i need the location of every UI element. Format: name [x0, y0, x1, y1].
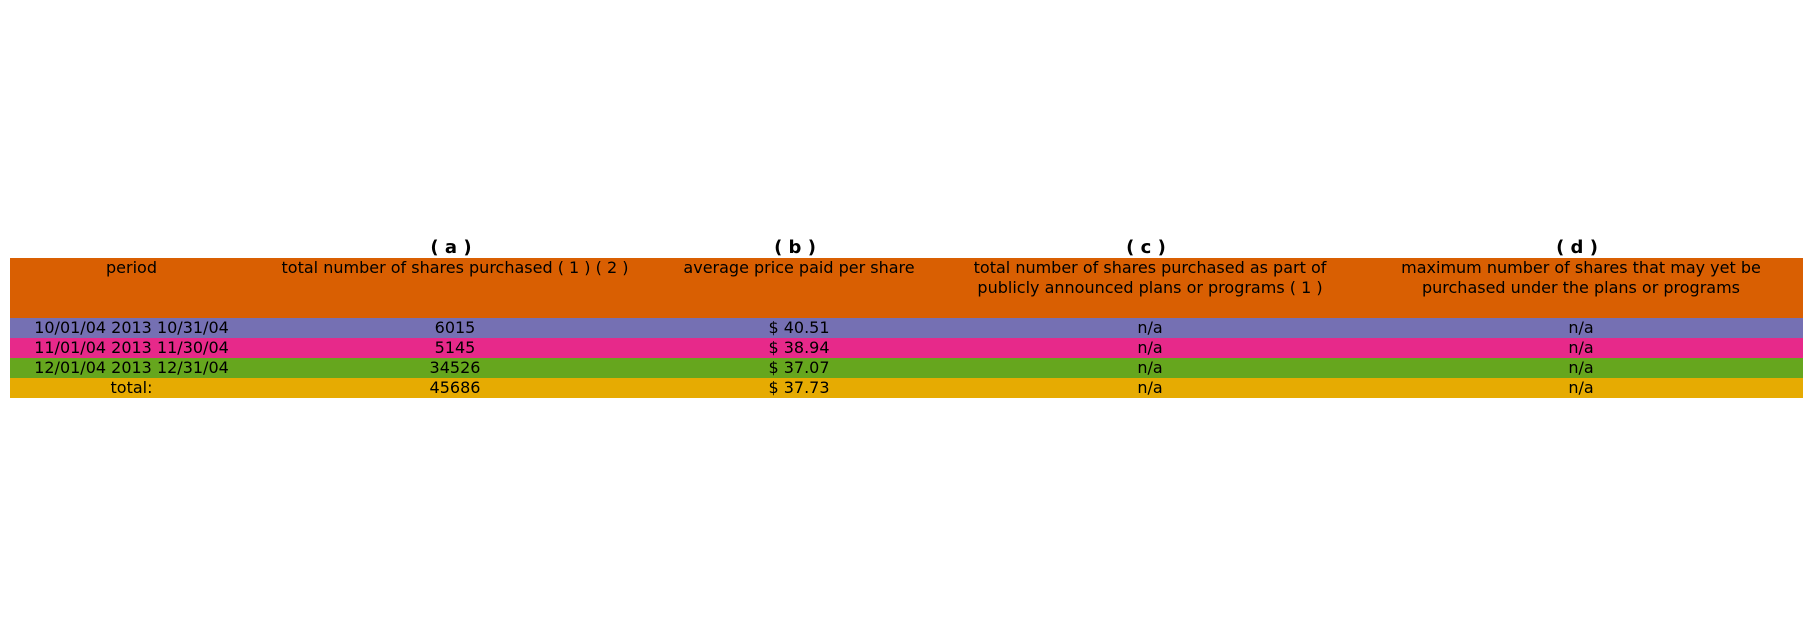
table-cell: $ 38.94 [768, 338, 830, 357]
table-cell: 34526 [429, 358, 481, 377]
header-total-shares: total number of shares purchased ( 1 ) (… [281, 258, 629, 277]
table-row: 10/01/04 2013 10/31/04 6015 $ 40.51 n/a … [10, 318, 1803, 338]
table-cell: n/a [1137, 338, 1163, 357]
table-cell: 10/01/04 2013 10/31/04 [34, 318, 229, 337]
table-cell: n/a [1568, 318, 1594, 337]
table-cell: 45686 [429, 378, 481, 397]
column-letter-b: ( b ) [774, 237, 816, 258]
table-cell: n/a [1137, 358, 1163, 377]
table-cell: $ 37.07 [768, 358, 830, 377]
table-cell: n/a [1568, 378, 1594, 397]
table-cell: 12/01/04 2013 12/31/04 [34, 358, 229, 377]
table-cell: $ 40.51 [768, 318, 830, 337]
table-cell: n/a [1568, 358, 1594, 377]
header-average-price: average price paid per share [683, 258, 915, 277]
table-cell: total: [110, 378, 153, 397]
column-letter-c: ( c ) [1126, 237, 1166, 258]
header-period: period [106, 258, 157, 277]
table-cell: n/a [1568, 338, 1594, 357]
table-cell: 5145 [434, 338, 476, 357]
table-cell: n/a [1137, 318, 1163, 337]
header-shares-under-plans: total number of shares purchased as part… [973, 258, 1327, 297]
column-letter-a: ( a ) [430, 237, 472, 258]
column-letter-row: ( a ) ( b ) ( c ) ( d ) [10, 237, 1803, 258]
table-cell: 11/01/04 2013 11/30/04 [34, 338, 229, 357]
table-cell: 6015 [434, 318, 476, 337]
table-cell: $ 37.73 [768, 378, 830, 397]
table-row: 12/01/04 2013 12/31/04 34526 $ 37.07 n/a… [10, 358, 1803, 378]
table-row-total: total: 45686 $ 37.73 n/a n/a [10, 378, 1803, 398]
table-row: 11/01/04 2013 11/30/04 5145 $ 38.94 n/a … [10, 338, 1803, 358]
header-maximum-shares: maximum number of shares that may yet be… [1401, 258, 1761, 297]
table-cell: n/a [1137, 378, 1163, 397]
data-table: ( a ) ( b ) ( c ) ( d ) period total num… [10, 237, 1803, 398]
header-row: period total number of shares purchased … [10, 258, 1803, 318]
column-letter-d: ( d ) [1556, 237, 1598, 258]
